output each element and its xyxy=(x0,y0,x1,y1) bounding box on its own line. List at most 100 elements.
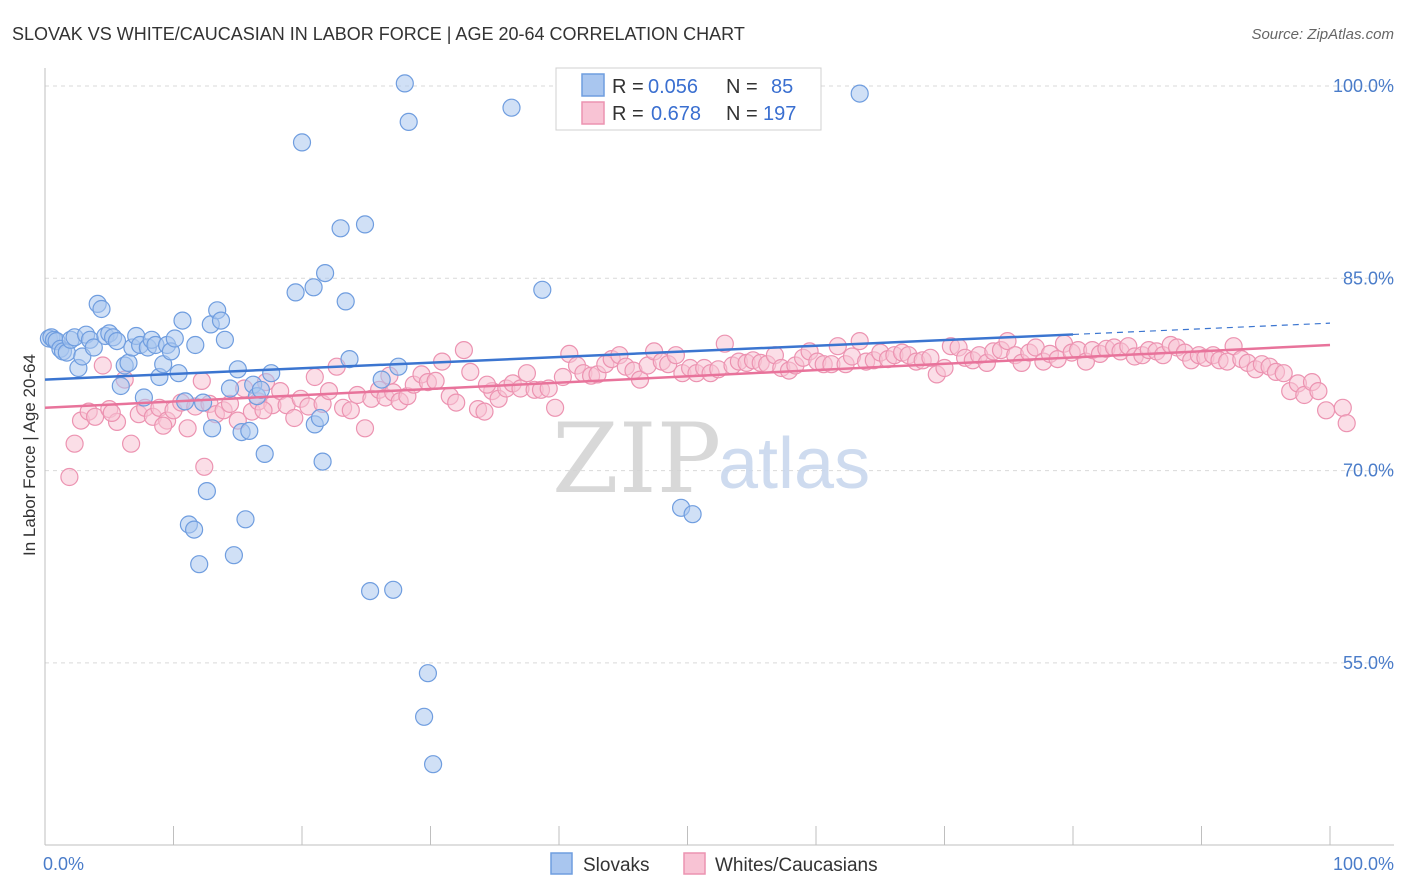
legend-label-whites: Whites/Caucasians xyxy=(715,855,878,876)
slovaks-point-64 xyxy=(310,408,330,428)
stats-legend-n-value-1: 85 xyxy=(771,76,793,98)
stats-legend-swatch-slovaks xyxy=(581,73,605,97)
slovaks-point-51 xyxy=(228,360,247,379)
whites-point-66 xyxy=(517,364,537,383)
slovaks-point-76 xyxy=(399,112,418,132)
slovaks-point-43 xyxy=(197,482,216,501)
slovaks-point-68 xyxy=(336,292,355,311)
slovaks-point-81 xyxy=(533,280,552,299)
slovaks-point-66 xyxy=(316,264,335,283)
slovaks-point-60 xyxy=(292,133,312,152)
whites-point-53 xyxy=(426,371,445,390)
trend-line-slovaks xyxy=(44,333,1074,381)
whites-point-179 xyxy=(1316,401,1336,420)
slovaks-point-42 xyxy=(194,393,213,412)
slovaks-point-79 xyxy=(424,755,443,774)
slovaks-point-40 xyxy=(186,335,205,355)
whites-point-38 xyxy=(319,382,339,401)
legend-swatch-whites xyxy=(683,852,706,875)
series-slovaks-points xyxy=(39,74,869,774)
trend-lines xyxy=(44,322,1331,410)
slovaks-point-67 xyxy=(331,219,350,238)
stats-legend-n-label-2: N = xyxy=(726,103,758,125)
whites-point-178 xyxy=(1309,382,1328,401)
whites-point-36 xyxy=(305,367,324,387)
slovaks-point-84 xyxy=(850,84,869,103)
slovaks-point-75 xyxy=(395,74,414,93)
whites-point-41 xyxy=(341,401,360,420)
whites-point-33 xyxy=(285,408,304,428)
stats-legend-r-label-2: R = xyxy=(612,103,644,125)
slovaks-point-62 xyxy=(304,278,323,297)
whites-point-1 xyxy=(65,434,84,453)
whites-point-5 xyxy=(93,356,112,375)
slovaks-point-19 xyxy=(107,332,127,351)
tick-labels: 55.0% 70.0% 85.0% 100.0% 0.0% 100.0% xyxy=(43,76,1394,874)
stats-legend-n-label-1: N = xyxy=(726,76,758,98)
slovaks-point-54 xyxy=(240,421,259,440)
whites-point-94 xyxy=(715,334,734,353)
slovaks-point-73 xyxy=(384,580,403,599)
y-tick-label-3: 100.0% xyxy=(1333,76,1394,96)
whites-point-0 xyxy=(60,467,79,487)
stats-legend-swatch-whites xyxy=(581,101,605,125)
whites-point-58 xyxy=(461,362,480,381)
whites-point-113 xyxy=(850,332,869,351)
trend-line-whites xyxy=(44,343,1331,410)
slovaks-point-59 xyxy=(262,364,281,383)
x-tick-label-1: 100.0% xyxy=(1333,854,1394,874)
whites-point-182 xyxy=(102,403,121,422)
slovaks-point-72 xyxy=(372,370,391,389)
stats-legend-n-value-2: 197 xyxy=(763,103,796,125)
y-axis-label: In Labor Force | Age 20-64 xyxy=(20,354,39,556)
slovaks-point-48 xyxy=(215,330,234,349)
trend-line-slovaks-projection xyxy=(1072,322,1331,336)
y-tick-label-0: 55.0% xyxy=(1343,653,1394,673)
slovaks-point-65 xyxy=(313,452,332,471)
whites-point-87 xyxy=(666,346,686,365)
slovaks-point-34 xyxy=(165,329,184,348)
y-tick-label-2: 85.0% xyxy=(1343,268,1394,288)
stats-legend-r-value-2: 0.678 xyxy=(651,103,701,125)
stats-legend: R = 0.056 N = 85 R = 0.678 N = 197 xyxy=(555,67,822,131)
axes xyxy=(44,68,1394,846)
slovaks-point-78 xyxy=(418,664,437,683)
slovaks-point-53 xyxy=(236,510,255,529)
whites-point-173 xyxy=(1274,364,1293,383)
whites-point-43 xyxy=(355,419,375,438)
slovaks-point-13 xyxy=(84,338,103,357)
slovaks-point-39 xyxy=(185,520,204,539)
slovaks-point-61 xyxy=(286,283,305,302)
slovaks-point-45 xyxy=(203,419,222,438)
slovaks-point-70 xyxy=(355,215,375,234)
slovaks-point-50 xyxy=(224,546,243,565)
slovaks-point-69 xyxy=(340,350,359,369)
whites-point-181 xyxy=(1337,414,1356,433)
slovaks-point-15 xyxy=(92,299,111,319)
slovaks-point-74 xyxy=(389,357,408,376)
whites-point-9 xyxy=(122,434,141,453)
series-legend: Slovaks Whites/Caucasians xyxy=(550,852,878,876)
slovaks-point-77 xyxy=(415,707,434,726)
slovaks-point-49 xyxy=(220,379,240,398)
slovaks-point-20 xyxy=(111,376,130,396)
source-label: Source: ZipAtlas.com xyxy=(1251,26,1394,43)
whites-point-70 xyxy=(545,398,565,417)
stats-legend-r-label-1: R = xyxy=(612,76,644,98)
x-tick-label-0: 0.0% xyxy=(43,854,84,874)
slovaks-point-41 xyxy=(190,555,209,574)
whites-point-20 xyxy=(195,457,214,476)
whites-point-180 xyxy=(1333,398,1352,417)
whites-point-123 xyxy=(921,348,940,367)
slovaks-point-36 xyxy=(173,311,192,330)
whites-point-56 xyxy=(447,393,466,412)
watermark: ZIP atlas xyxy=(552,403,870,515)
legend-label-slovaks: Slovaks xyxy=(583,855,650,876)
y-tick-label-1: 70.0% xyxy=(1343,461,1394,481)
stats-legend-r-value-1: 0.056 xyxy=(648,76,698,98)
slovaks-point-22 xyxy=(119,353,138,372)
whites-point-60 xyxy=(475,402,494,421)
slovaks-point-71 xyxy=(361,581,380,601)
legend-swatch-slovaks xyxy=(550,852,573,875)
